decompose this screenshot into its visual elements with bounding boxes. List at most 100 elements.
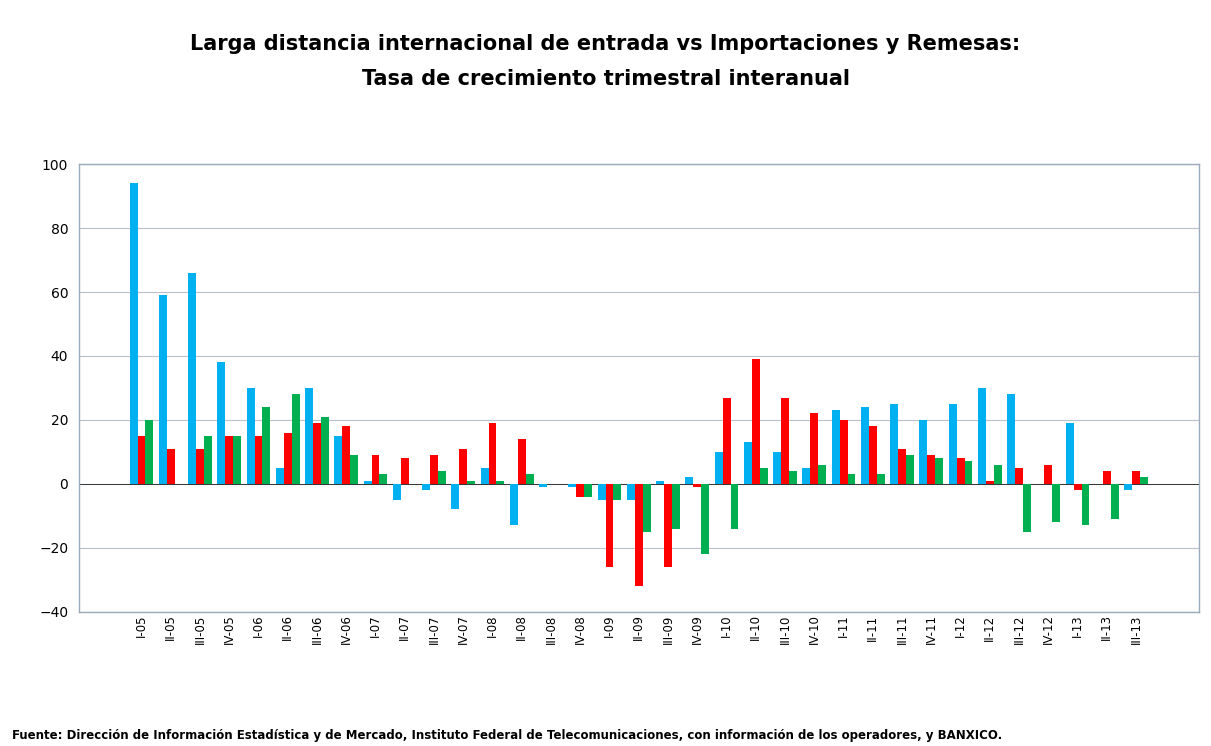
Bar (401, 458, 409, 484)
Bar (1023, 484, 1031, 532)
Bar (701, 484, 710, 554)
Bar (627, 484, 635, 500)
Bar (283, 433, 292, 484)
Bar (643, 484, 650, 532)
Bar (467, 480, 475, 484)
Bar (752, 359, 759, 484)
Bar (159, 295, 167, 484)
Bar (723, 398, 730, 484)
Bar (526, 474, 534, 484)
Bar (321, 417, 329, 484)
Bar (145, 420, 154, 484)
Bar (685, 477, 694, 484)
Bar (130, 184, 138, 484)
Bar (781, 398, 790, 484)
Bar (730, 484, 739, 529)
Bar (868, 426, 877, 484)
Bar (928, 455, 935, 484)
Bar (334, 436, 343, 484)
Bar (430, 455, 438, 484)
Bar (790, 471, 797, 484)
Bar (254, 436, 263, 484)
Bar (614, 484, 621, 500)
Bar (584, 484, 592, 497)
Bar (1015, 468, 1023, 484)
Bar (606, 484, 614, 567)
Bar (832, 410, 839, 484)
Bar (1074, 484, 1081, 490)
Bar (948, 404, 957, 484)
Bar (890, 404, 899, 484)
Text: Larga distancia internacional de entrada vs Importaciones y Remesas:: Larga distancia internacional de entrada… (190, 34, 1021, 54)
Bar (598, 484, 606, 500)
Bar (314, 423, 321, 484)
Text: Fuente: Dirección de Información Estadística y de Mercado, Instituto Federal de : Fuente: Dirección de Información Estadís… (12, 730, 1003, 742)
Bar (438, 471, 446, 484)
Bar (188, 273, 196, 484)
Bar (877, 474, 885, 484)
Bar (481, 468, 488, 484)
Bar (423, 484, 430, 490)
Bar (1008, 395, 1015, 484)
Bar (994, 465, 1001, 484)
Bar (568, 484, 576, 487)
Bar (203, 436, 212, 484)
Bar (539, 484, 547, 487)
Bar (957, 458, 964, 484)
Bar (452, 484, 459, 510)
Bar (363, 480, 372, 484)
Bar (819, 465, 826, 484)
Bar (759, 468, 768, 484)
Bar (510, 484, 518, 525)
Bar (1124, 484, 1132, 490)
Bar (1081, 484, 1090, 525)
Bar (138, 436, 145, 484)
Bar (1132, 471, 1140, 484)
Bar (167, 448, 174, 484)
Bar (635, 484, 643, 586)
Bar (225, 436, 234, 484)
Bar (1140, 477, 1148, 484)
Bar (810, 413, 819, 484)
Bar (986, 480, 994, 484)
Bar (305, 388, 314, 484)
Bar (861, 407, 868, 484)
Bar (343, 426, 350, 484)
Bar (1066, 423, 1074, 484)
Text: Tasa de crecimiento trimestral interanual: Tasa de crecimiento trimestral interanua… (362, 69, 849, 89)
Bar (1052, 484, 1060, 522)
Bar (276, 468, 283, 484)
Bar (247, 388, 254, 484)
Bar (935, 458, 943, 484)
Bar (664, 484, 672, 567)
Bar (196, 448, 203, 484)
Bar (964, 462, 972, 484)
Bar (234, 436, 241, 484)
Bar (744, 442, 752, 484)
Bar (372, 455, 379, 484)
Bar (488, 423, 497, 484)
Bar (839, 420, 848, 484)
Bar (1103, 471, 1110, 484)
Bar (379, 474, 388, 484)
Bar (848, 474, 855, 484)
Bar (350, 455, 358, 484)
Bar (459, 448, 467, 484)
Bar (919, 420, 928, 484)
Bar (714, 452, 723, 484)
Bar (263, 407, 270, 484)
Bar (656, 480, 664, 484)
Bar (694, 484, 701, 487)
Bar (292, 395, 299, 484)
Bar (1044, 465, 1052, 484)
Bar (774, 452, 781, 484)
Bar (576, 484, 584, 497)
Bar (672, 484, 679, 529)
Bar (899, 448, 906, 484)
Bar (1110, 484, 1119, 519)
Bar (497, 480, 504, 484)
Bar (518, 439, 526, 484)
Bar (978, 388, 986, 484)
Bar (906, 455, 914, 484)
Bar (803, 468, 810, 484)
